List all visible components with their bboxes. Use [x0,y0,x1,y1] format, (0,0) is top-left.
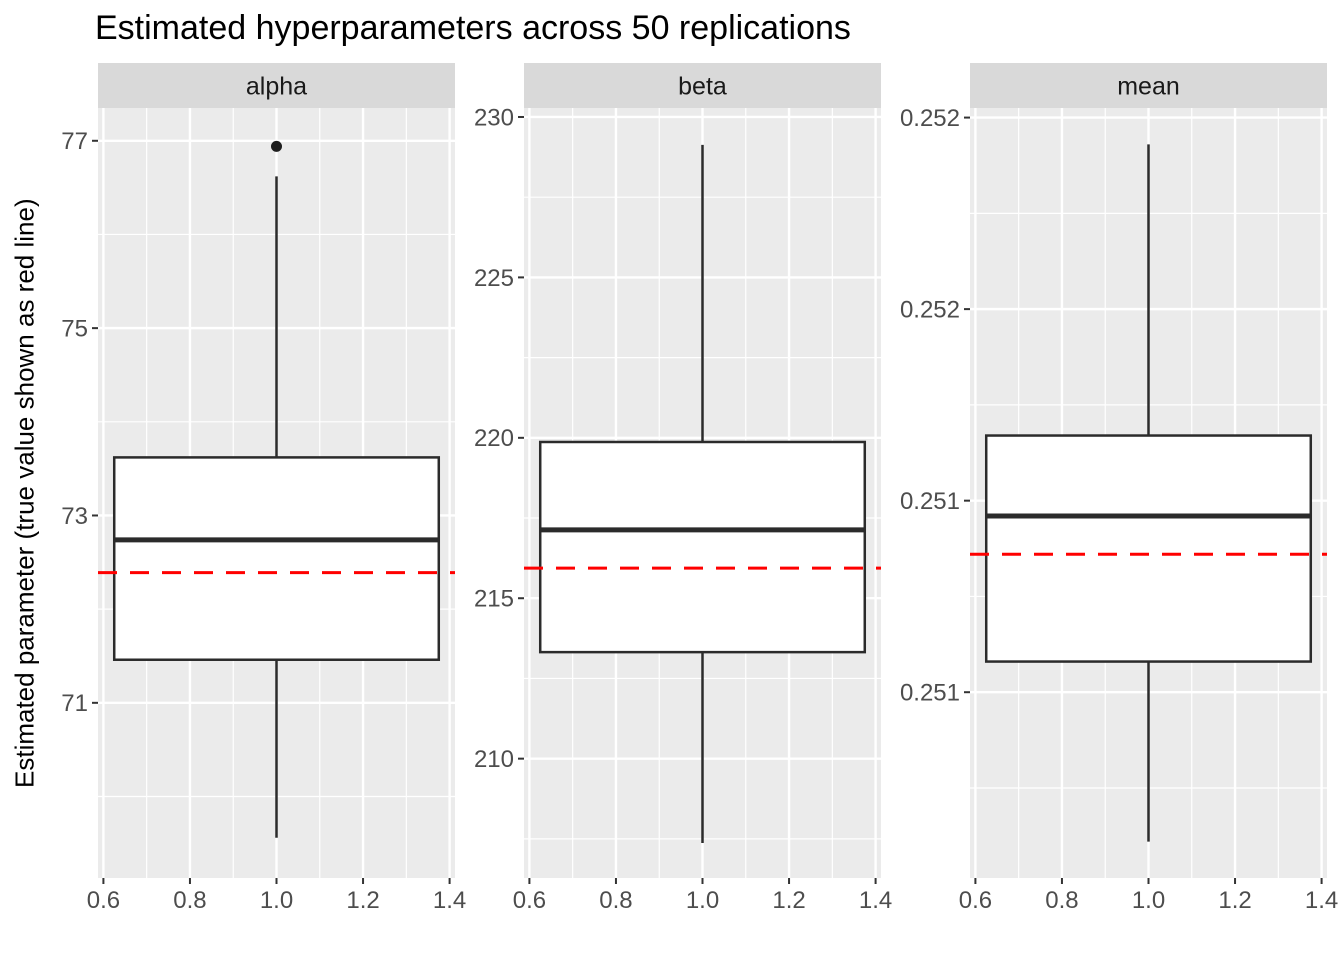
y-tick-label: 220 [474,425,514,452]
plot-title: Estimated hyperparameters across 50 repl… [95,9,851,47]
facet-strip [524,63,881,108]
boxplot-box [538,440,867,654]
y-tick-label: 215 [474,586,514,613]
boxplot-box [112,456,441,661]
y-tick-label: 0.251 [900,680,960,707]
x-tick-label: 1.0 [1132,887,1165,914]
x-tick-label: 0.8 [1045,887,1078,914]
x-tick-label: 1.4 [859,887,892,914]
x-tick-label: 0.6 [959,887,992,914]
x-tick-label: 0.6 [513,887,546,914]
facet-strip-label: alpha [246,73,307,101]
y-tick-label: 225 [474,265,514,292]
y-tick-label: 210 [474,746,514,773]
boxplot-box [984,434,1313,663]
y-tick-label: 0.252 [900,105,960,132]
y-tick-label: 75 [61,316,88,343]
facet-strip-label: mean [1117,73,1180,101]
facet-strip-label: beta [678,73,727,101]
x-tick-label: 1.2 [1218,887,1251,914]
x-tick-label: 1.2 [346,887,379,914]
x-tick-label: 1.0 [260,887,293,914]
x-tick-label: 1.0 [686,887,719,914]
facet-strip [98,63,455,108]
outlier-point [271,140,282,152]
y-tick-label: 77 [61,128,88,155]
x-tick-label: 0.8 [173,887,206,914]
y-tick-label: 0.251 [900,488,960,515]
x-tick-label: 1.2 [772,887,805,914]
y-tick-label: 230 [474,104,514,131]
x-tick-label: 1.4 [1305,887,1338,914]
x-tick-label: 0.8 [599,887,632,914]
y-tick-label: 0.252 [900,297,960,324]
x-tick-label: 0.6 [87,887,120,914]
x-tick-label: 1.4 [433,887,466,914]
y-tick-label: 73 [61,503,88,530]
facet-strip [970,63,1327,108]
y-tick-label: 71 [61,690,88,717]
